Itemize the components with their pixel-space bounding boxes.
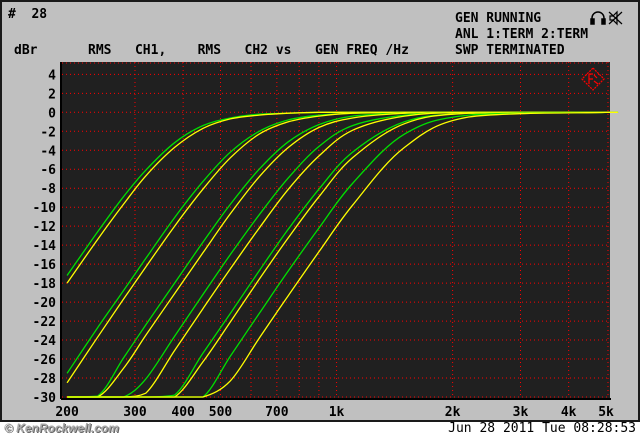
trace-description: RMS CH1, RMS CH2 vs GEN FREQ /Hz bbox=[88, 43, 409, 58]
y-tick-label: 2 bbox=[48, 87, 56, 102]
watermark: © KenRockwell.com bbox=[4, 421, 119, 435]
rohde-schwarz-logo bbox=[581, 67, 605, 91]
status-gen: GEN RUNNING bbox=[455, 11, 542, 26]
x-tick-labels: 200 300 400 500 700 1k 2k 3k 4k 5k bbox=[55, 405, 614, 420]
y-tick-label: -10 bbox=[33, 201, 57, 216]
plot-area bbox=[62, 62, 610, 398]
grid bbox=[62, 62, 610, 398]
y-tick-label: -28 bbox=[33, 372, 57, 387]
y-tick-labels: 4 2 0 -2 -4 -6 -8 -10 -12 -14 -16 -18 -20 -22 -24 -26 -2… bbox=[33, 68, 57, 406]
y-tick-label: -18 bbox=[33, 277, 57, 292]
x-tick-label: 2k bbox=[445, 405, 461, 420]
speaker-muted-icon bbox=[608, 10, 623, 26]
x-tick-label: 700 bbox=[265, 405, 289, 420]
status-swp: SWP TERMINATED bbox=[455, 43, 565, 58]
frequency-response-chart: 4 2 0 -2 -4 -6 -8 -10 -12 -14 -16 -18 -20 -22 -24 -26 -2… bbox=[33, 62, 619, 420]
sweep-number: # 28 bbox=[8, 7, 48, 22]
timestamp: Jun 28 2011 Tue 08:28:53 bbox=[448, 421, 636, 436]
x-tick-label: 4k bbox=[561, 405, 577, 420]
y-tick-label: -2 bbox=[40, 125, 56, 140]
y-tick-label: -24 bbox=[33, 334, 57, 349]
y-tick-label: -26 bbox=[33, 353, 57, 368]
y-tick-label: 0 bbox=[48, 106, 56, 121]
headphones-icon bbox=[590, 11, 606, 25]
y-tick-label: -14 bbox=[33, 239, 57, 254]
x-tick-label: 5k bbox=[598, 405, 614, 420]
y-tick-label: -8 bbox=[40, 182, 56, 197]
y-tick-label: -6 bbox=[40, 163, 56, 178]
x-tick-label: 1k bbox=[329, 405, 345, 420]
y-tick-label: -22 bbox=[33, 315, 56, 330]
x-tick-label: 500 bbox=[209, 405, 233, 420]
y-tick-label: -12 bbox=[33, 220, 56, 235]
x-tick-label: 400 bbox=[171, 405, 195, 420]
y-tick-label: -30 bbox=[33, 391, 57, 406]
y-tick-label: -20 bbox=[33, 296, 57, 311]
y-tick-label: 4 bbox=[48, 68, 56, 83]
x-tick-label: 3k bbox=[513, 405, 529, 420]
x-tick-label: 200 bbox=[55, 405, 79, 420]
y-tick-label: -16 bbox=[33, 258, 57, 273]
status-icons bbox=[590, 10, 623, 26]
y-unit-label: dBr bbox=[14, 43, 38, 58]
traces bbox=[66, 111, 619, 398]
y-tick-label: -4 bbox=[40, 144, 56, 159]
status-anl: ANL 1:TERM 2:TERM bbox=[455, 27, 589, 42]
trace-ch2-6 bbox=[67, 111, 619, 398]
x-tick-label: 300 bbox=[123, 405, 147, 420]
